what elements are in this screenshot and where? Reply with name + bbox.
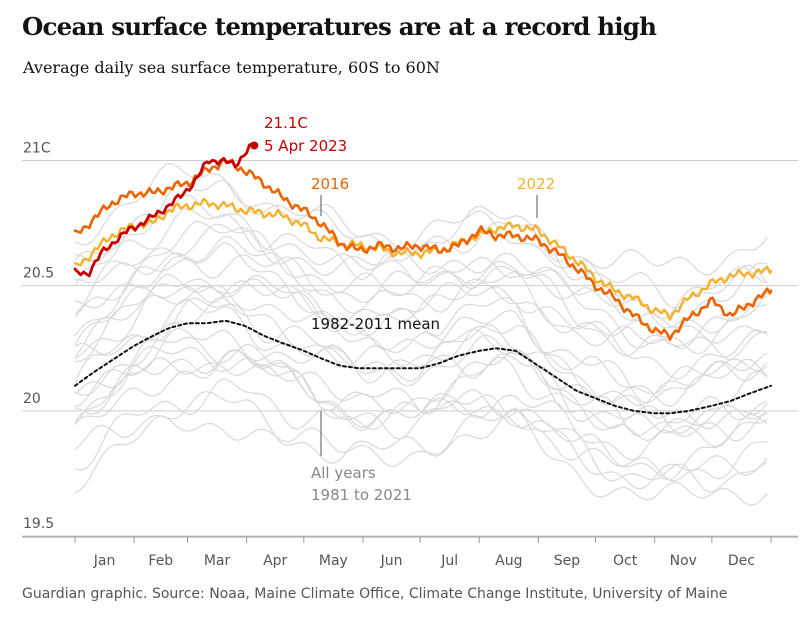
x-tick-label: Jul: [440, 553, 458, 569]
x-tick-label: Jan: [93, 553, 116, 569]
grid-lines: [22, 160, 798, 537]
all-years-line: [74, 236, 768, 334]
label-mean: 1982-2011 mean: [311, 315, 440, 333]
x-tick-label: Apr: [263, 553, 287, 569]
y-tick-label: 20: [23, 391, 41, 407]
chart-title: Ocean surface temperatures are at a reco…: [22, 12, 657, 41]
x-tick-label: Oct: [613, 553, 638, 569]
label-2016: 2016: [311, 175, 349, 193]
x-tick-label: Aug: [495, 553, 522, 569]
series-line-2023: [73, 142, 256, 278]
series-line-2022: [73, 197, 773, 321]
chart-subtitle: Average daily sea surface temperature, 6…: [23, 58, 440, 77]
all-years-line: [74, 409, 768, 506]
label-all-years-2: 1981 to 2021: [311, 486, 412, 504]
source-note: Guardian graphic. Source: Noaa, Maine Cl…: [22, 586, 728, 602]
all-years-line: [74, 336, 768, 436]
x-tick-label: May: [319, 553, 348, 569]
x-tick-label: Dec: [728, 553, 755, 569]
y-axis-ticks: 19.5 20 20.5 21C: [23, 141, 54, 532]
highlighted-lines: [73, 142, 773, 415]
x-tick-label: Jun: [380, 553, 403, 569]
annotations: 21.1C 5 Apr 2023 2016 2022 1982-2011 mea…: [250, 114, 555, 504]
record-value-label: 21.1C: [264, 114, 308, 132]
all-years-line: [74, 254, 768, 360]
label-2022: 2022: [517, 175, 555, 193]
all-years-line: [74, 163, 768, 276]
all-years-lines: [74, 163, 768, 506]
all-years-line: [74, 348, 768, 442]
y-tick-label: 19.5: [23, 516, 54, 532]
all-years-line: [74, 280, 768, 380]
y-tick-label: 20.5: [23, 266, 54, 282]
all-years-line: [74, 273, 768, 404]
all-years-line: [74, 299, 768, 408]
series-line-1982-2011-mean: [74, 320, 772, 415]
x-tick-label: Mar: [204, 553, 231, 569]
x-axis: Jan Feb Mar Apr May Jun Jul Aug Sep Oct Nov Dec: [22, 536, 798, 569]
all-years-line: [74, 391, 768, 490]
all-years-line: [74, 327, 768, 448]
label-all-years-1: All years: [311, 464, 376, 482]
all-years-line: [74, 297, 768, 434]
x-tick-label: Sep: [554, 553, 581, 569]
all-years-line: [74, 378, 768, 493]
y-tick-label: 21C: [23, 141, 51, 157]
series-line-2016: [73, 156, 773, 342]
all-years-line: [74, 349, 768, 481]
all-years-line: [74, 223, 768, 355]
all-years-line: [74, 349, 768, 482]
all-years-line: [74, 278, 768, 406]
all-years-line: [74, 221, 768, 350]
record-date-label: 5 Apr 2023: [264, 137, 347, 155]
x-tick-label: Feb: [148, 553, 173, 569]
all-years-line: [74, 274, 768, 404]
record-marker: [250, 141, 259, 150]
x-tick-label: Nov: [670, 553, 697, 569]
